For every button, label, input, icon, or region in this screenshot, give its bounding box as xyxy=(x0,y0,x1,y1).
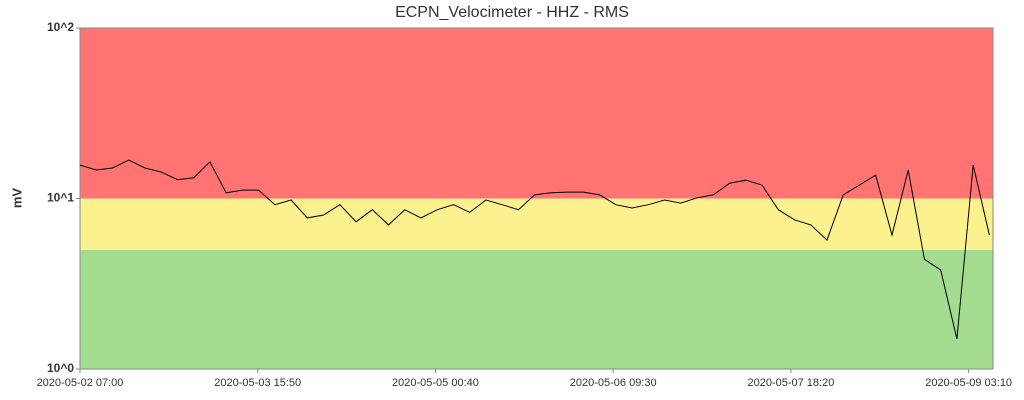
x-tick-label: 2020-05-05 00:40 xyxy=(392,377,479,389)
chart-title: ECPN_Velocimeter - HHZ - RMS xyxy=(395,4,629,21)
x-tick-label: 2020-05-02 07:00 xyxy=(37,377,124,389)
y-tick-label: 10^1 xyxy=(47,191,74,205)
x-tick-label: 2020-05-07 18:20 xyxy=(747,377,834,389)
threshold-band xyxy=(80,249,993,369)
y-tick-label: 10^2 xyxy=(47,20,74,34)
rms-line xyxy=(79,159,990,340)
y-tick-label: 10^0 xyxy=(47,361,74,375)
x-tick-label: 2020-05-09 03:10 xyxy=(925,377,1012,389)
threshold-band xyxy=(80,28,993,199)
y-axis-label: mV xyxy=(9,188,24,209)
x-tick-label: 2020-05-03 15:50 xyxy=(214,377,301,389)
x-tick-label: 2020-05-06 09:30 xyxy=(570,377,657,389)
threshold-band xyxy=(80,198,993,250)
